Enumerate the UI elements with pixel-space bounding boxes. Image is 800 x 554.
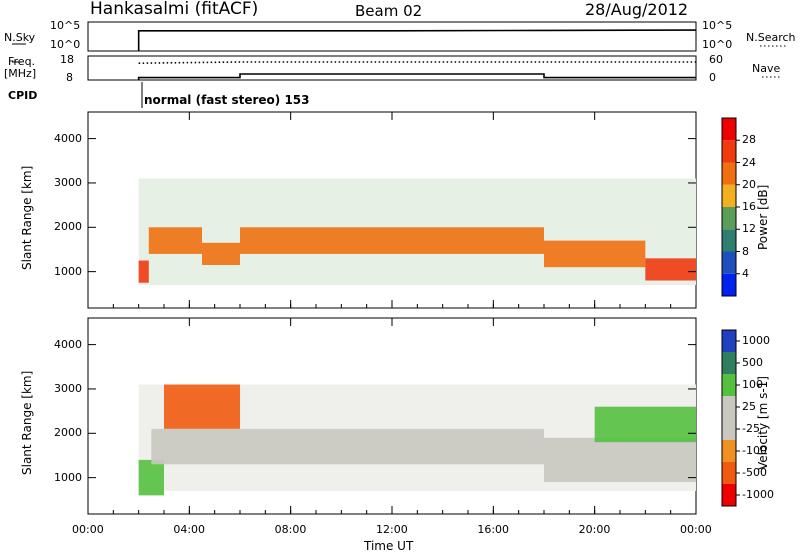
nave-label: Nave (752, 62, 781, 75)
freq-right-tick-top: 60 (709, 53, 723, 66)
noise-strip-frame (87, 21, 697, 52)
beam-title: Beam 02 (355, 2, 423, 20)
x-axis-ticks (87, 112, 697, 514)
velocity-band-4 (594, 406, 696, 443)
velocity-cbar-swatch-5 (722, 374, 736, 396)
x-tick-label-3: 12:00 (376, 523, 408, 536)
velocity-band-0 (138, 459, 164, 496)
power-cbar-swatch-4 (722, 184, 736, 207)
x-axis-title: Time UT (364, 539, 414, 553)
power-band-4 (544, 240, 646, 268)
nave-line (138, 61, 696, 64)
velocity-cbar-label-7: -1000 (742, 488, 774, 501)
date-title: 28/Aug/2012 (585, 0, 689, 19)
power-cbar-label-2: 12 (742, 222, 756, 236)
velocity-ylabel: Slant Range [km] (20, 370, 34, 475)
velocity-cbar-swatch-3 (722, 418, 736, 440)
freq-left-tick-bottom: 8 (66, 71, 73, 84)
velocity-ytick-label-4000: 4000 (54, 337, 82, 351)
power-cbar-swatch-1 (722, 251, 736, 274)
x-tick-label-6: 00:00 (680, 523, 712, 536)
power-cbar-label-0: 4 (742, 266, 749, 280)
power-cbar-label-5: 24 (742, 155, 756, 169)
noise-left-tick-top: 10^5 (50, 19, 81, 32)
power-band-0 (138, 260, 149, 283)
power-data-layer (138, 178, 696, 285)
power-band-3 (240, 227, 544, 254)
noise-left-label: N.Sky (4, 31, 36, 44)
freq-left-tick-top: 18 (60, 53, 74, 66)
velocity-cbar-swatch-1 (722, 462, 736, 484)
velocity-cbar-label-1: 500 (742, 356, 763, 369)
velocity-cbar-label-2: 100 (742, 378, 763, 391)
x-tick-label-0: 00:00 (72, 523, 104, 536)
power-cbar-label-3: 16 (742, 200, 756, 213)
power-ytick-label-3000: 3000 (54, 175, 82, 189)
power-cbar-label-1: 8 (742, 244, 749, 258)
velocity-panel (87, 317, 697, 515)
velocity-ytick-label-2000: 2000 (54, 426, 82, 440)
station-title: Hankasalmi (fitACF) (90, 0, 259, 19)
freq-strip (12, 55, 782, 81)
x-tick-label-2: 08:00 (274, 523, 307, 536)
power-colorbar-label: Power [dB] (756, 184, 770, 250)
power-band-1 (148, 227, 202, 254)
noise-right-tick-bottom: 10^0 (702, 38, 733, 51)
velocity-ytick-label-3000: 3000 (54, 381, 82, 395)
velocity-cbar-label-3: 25 (742, 400, 756, 413)
velocity-cbar-swatch-0 (722, 484, 736, 506)
noise-sky-line (137, 29, 697, 51)
power-band-5 (645, 258, 696, 281)
power-y-ticks (88, 138, 696, 273)
x-tick-label-1: 04:00 (173, 523, 206, 536)
velocity-cbar-frame (721, 329, 737, 507)
velocity-cbar-swatch-7 (722, 330, 736, 352)
velocity-cbar-label-5: -100 (742, 444, 767, 457)
power-ytick-label-2000: 2000 (54, 220, 82, 234)
cpid-label: CPID (8, 89, 38, 102)
velocity-data-layer (138, 384, 696, 496)
velocity-cbar-swatch-4 (722, 396, 736, 418)
freq-strip-frame (87, 55, 697, 81)
freq-right-tick-bottom: 0 (709, 71, 716, 84)
power-cbar-swatch-5 (722, 162, 736, 185)
x-tick-label-4: 16:00 (477, 523, 510, 536)
noise-right-tick-top: 10^5 (702, 19, 733, 32)
power-ytick-label-4000: 4000 (54, 131, 82, 145)
velocity-band-3 (544, 437, 696, 483)
power-cbar-swatch-3 (722, 207, 736, 230)
freq-left-label-1: Freq. (8, 55, 36, 68)
power-cbar-swatch-0 (722, 273, 736, 296)
power-cbar-label-6: 28 (742, 133, 756, 147)
power-cbar-swatch-6 (722, 140, 736, 163)
freq-line (137, 73, 696, 80)
power-cbar-swatch-2 (722, 229, 736, 252)
power-panel (87, 111, 697, 309)
power-cbar-swatch-7 (722, 118, 736, 141)
velocity-band-2 (151, 428, 545, 465)
power-cbar-label-4: 20 (742, 177, 756, 191)
velocity-colorbar (721, 329, 740, 507)
velocity-cbar-label-4: -25 (742, 422, 760, 435)
x-tick-label-5: 20:00 (578, 523, 611, 536)
velocity-cbar-swatch-2 (722, 440, 736, 462)
freq-left-label-2: [MHz] (4, 67, 37, 80)
velocity-band-1 (164, 384, 240, 429)
velocity-ytick-label-1000: 1000 (54, 470, 82, 484)
noise-strip (12, 21, 788, 52)
power-colorbar (721, 117, 740, 297)
velocity-cbar-label-6: -500 (742, 466, 767, 479)
power-band-2 (202, 242, 240, 265)
noise-left-tick-bottom: 10^0 (50, 38, 81, 51)
noise-right-label: N.Search (746, 31, 796, 44)
power-ytick-label-1000: 1000 (54, 264, 82, 278)
velocity-cbar-label-0: 1000 (742, 334, 770, 347)
power-ylabel: Slant Range [km] (20, 165, 34, 270)
cpid-program: normal (fast stereo) 153 (144, 93, 310, 107)
velocity-y-ticks (88, 344, 696, 479)
velocity-cbar-swatch-6 (722, 352, 736, 374)
